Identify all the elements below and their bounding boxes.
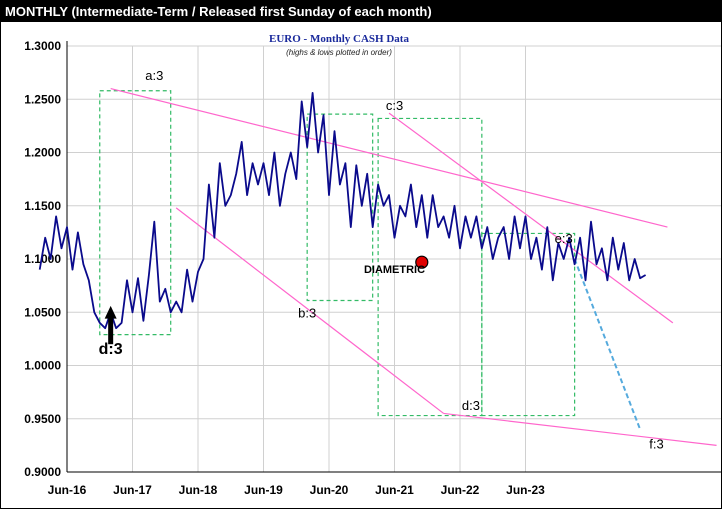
y-tick-label: 1.1000 bbox=[24, 252, 61, 266]
chart-subtitle: (highs & lows plotted in order) bbox=[286, 48, 392, 57]
wave-label: d:3 bbox=[99, 341, 123, 358]
x-tick-label: Jun-21 bbox=[375, 483, 414, 497]
diametric-marker bbox=[415, 255, 429, 269]
x-tick-label: Jun-16 bbox=[48, 483, 87, 497]
y-tick-label: 0.9000 bbox=[24, 465, 61, 479]
trendline bbox=[388, 112, 674, 324]
y-tick-label: 1.2000 bbox=[24, 146, 61, 160]
chart-axes: 1.3000 1.2500 1.2000 1.1500 1.1000 1.0500 1.00… bbox=[24, 39, 721, 497]
wave-label: d:3 bbox=[462, 398, 480, 413]
x-tick-label: Jun-19 bbox=[244, 483, 283, 497]
wave-label: b:3 bbox=[298, 306, 316, 321]
y-tick-label: 1.1500 bbox=[24, 199, 61, 213]
pattern-box bbox=[377, 117, 483, 417]
wave-label: f:3 bbox=[649, 437, 663, 452]
x-tick-label: Jun-18 bbox=[179, 483, 218, 497]
wave-label: c:3 bbox=[386, 98, 403, 113]
chart-title: EURO - Monthly CASH Data bbox=[269, 33, 409, 45]
pattern-box bbox=[481, 232, 576, 417]
arrow-head-icon bbox=[104, 305, 117, 319]
x-tick-label: Jun-17 bbox=[113, 483, 152, 497]
price-series bbox=[38, 92, 647, 330]
x-tick-label: Jun-23 bbox=[506, 483, 545, 497]
diametric-label: DIAMETRIC bbox=[364, 264, 425, 276]
wave-label: e:3 bbox=[555, 231, 573, 246]
y-tick-label: 1.0000 bbox=[24, 359, 61, 373]
pattern-box bbox=[99, 90, 172, 336]
trendline bbox=[443, 412, 717, 446]
y-tick-label: 1.0500 bbox=[24, 305, 61, 319]
x-tick-label: Jun-22 bbox=[441, 483, 480, 497]
chart-overlays bbox=[99, 88, 717, 446]
wave-label: a:3 bbox=[145, 68, 163, 83]
price-line bbox=[38, 92, 647, 330]
y-tick-label: 0.9500 bbox=[24, 412, 61, 426]
y-tick-label: 1.2500 bbox=[24, 92, 61, 106]
projection-line bbox=[573, 258, 642, 430]
y-tick-label: 1.3000 bbox=[24, 39, 61, 53]
trendline bbox=[110, 88, 668, 228]
chart-labels: a:3 b:3 c:3 d:3 e:3 f:3 d:3 DIAMETRIC bbox=[99, 68, 664, 451]
x-tick-label: Jun-20 bbox=[310, 483, 349, 497]
trendline bbox=[175, 207, 444, 414]
page-title: MONTHLY (Intermediate-Term / Released fi… bbox=[1, 1, 721, 22]
